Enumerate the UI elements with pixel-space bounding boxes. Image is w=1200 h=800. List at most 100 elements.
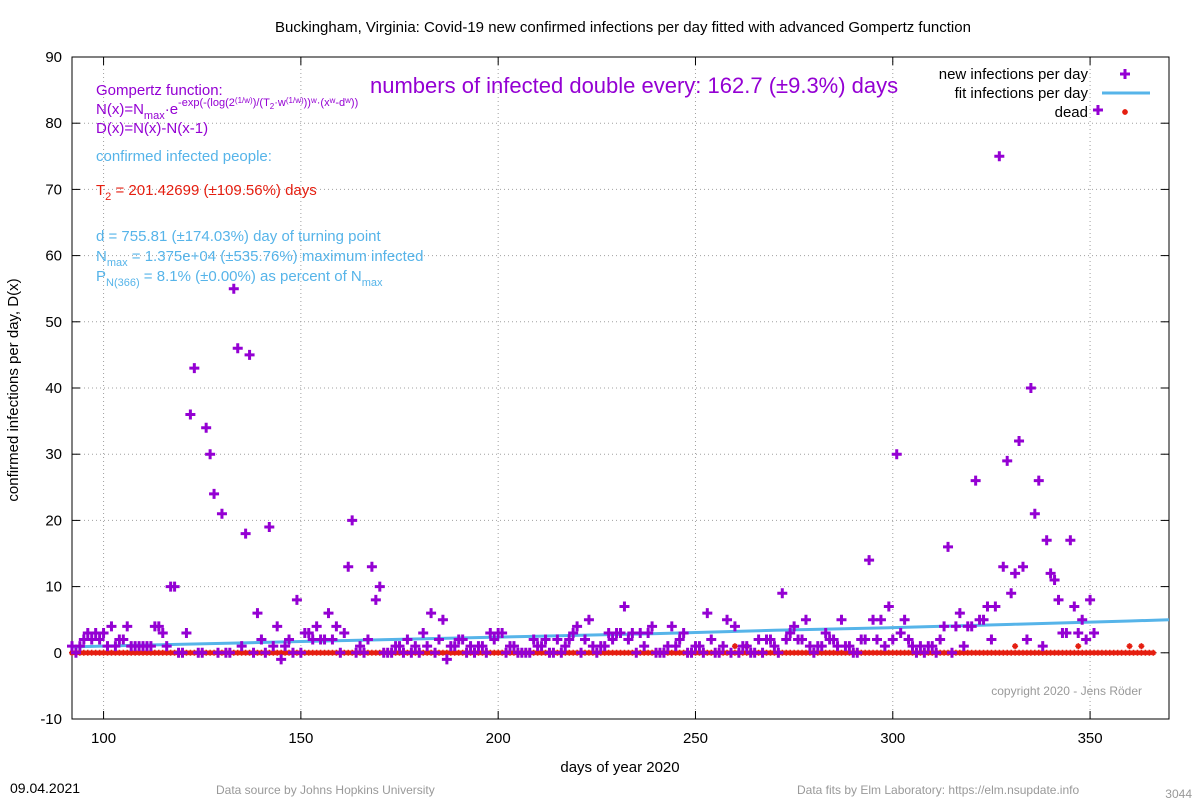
dead-point <box>1071 649 1078 656</box>
y-tick-label: -10 <box>40 711 62 728</box>
footer-fits: Data fits by Elm Laboratory: https://elm… <box>797 783 1079 797</box>
dead-point <box>787 649 794 656</box>
dead-point <box>1142 649 1149 656</box>
dead-point <box>881 649 888 656</box>
infection-point <box>777 588 788 599</box>
dead-point <box>372 649 379 656</box>
dead-point <box>783 649 790 656</box>
infection-point <box>579 634 590 645</box>
dead-point <box>1047 649 1054 656</box>
dead-point <box>1016 649 1023 656</box>
infection-point <box>1049 574 1060 585</box>
dead-point <box>140 649 147 656</box>
infection-point <box>118 634 129 645</box>
infection-point <box>970 475 981 486</box>
dead-point <box>1008 649 1015 656</box>
dead-point <box>538 649 545 656</box>
copyright: copyright 2020 - Jens Röder <box>991 684 1142 698</box>
d-annotation: d = 755.81 (±174.03%) day of turning poi… <box>96 228 382 245</box>
dead-point <box>1075 649 1082 656</box>
infection-point <box>694 641 705 652</box>
infection-point <box>887 634 898 645</box>
infection-point <box>430 647 441 658</box>
infection-point <box>209 488 220 499</box>
x-tick-label: 350 <box>1078 730 1103 747</box>
dead-point <box>866 649 873 656</box>
infection-point <box>295 647 306 658</box>
dead-point <box>672 649 679 656</box>
infection-point <box>560 641 571 652</box>
dead-point <box>992 649 999 656</box>
infection-point <box>599 641 610 652</box>
infection-point <box>540 634 551 645</box>
dead-point <box>621 649 628 656</box>
infection-point <box>714 647 725 658</box>
dead-point <box>305 649 312 656</box>
infection-point <box>98 627 109 638</box>
dead-point <box>976 649 983 656</box>
dead-point <box>96 649 103 656</box>
infection-point <box>733 647 744 658</box>
infection-point <box>820 627 831 638</box>
infection-point <box>765 634 776 645</box>
infection-point <box>615 627 626 638</box>
infection-point <box>1073 627 1084 638</box>
dead-point <box>996 649 1003 656</box>
dead-point <box>822 649 829 656</box>
infection-point <box>678 627 689 638</box>
infection-point <box>303 627 314 638</box>
infection-point <box>1014 435 1025 446</box>
infection-point <box>256 634 267 645</box>
dead-point <box>1126 643 1133 650</box>
doubling-annotation: numbers of infected double every: 162.7 … <box>370 73 898 98</box>
dead-point <box>207 649 214 656</box>
infection-point <box>508 641 519 652</box>
dead-point <box>368 649 375 656</box>
infection-point <box>852 647 863 658</box>
annotation-block: Gompertz function: N(x)=Nmax·e-exp(-(log… <box>96 73 1142 698</box>
dead-point <box>1146 649 1153 656</box>
infection-point <box>568 627 579 638</box>
dead-point <box>100 649 107 656</box>
dead-point <box>124 649 131 656</box>
dead-point <box>112 649 119 656</box>
dead-point <box>1087 649 1094 656</box>
dead-point <box>984 649 991 656</box>
dead-point <box>187 649 194 656</box>
dead-point <box>1067 649 1074 656</box>
infection-point <box>1069 601 1080 612</box>
infection-point <box>437 614 448 625</box>
infection-point <box>528 634 539 645</box>
dead-point <box>802 649 809 656</box>
dead-point <box>1043 649 1050 656</box>
infection-point <box>836 614 847 625</box>
infection-point <box>248 647 259 658</box>
dead-point <box>617 649 624 656</box>
infection-point <box>773 647 784 658</box>
infection-point <box>919 647 930 658</box>
dead-point <box>329 649 336 656</box>
infection-point <box>572 621 583 632</box>
dead-point <box>317 649 324 656</box>
dead-point <box>1012 649 1019 656</box>
dead-point <box>84 649 91 656</box>
infection-point <box>232 343 243 354</box>
infection-point <box>153 621 164 632</box>
dead-point <box>897 649 904 656</box>
infection-point <box>950 621 961 632</box>
infection-point <box>871 634 882 645</box>
dead-point <box>960 649 967 656</box>
dead-point <box>534 649 541 656</box>
dead-point <box>274 649 281 656</box>
infection-point <box>94 634 105 645</box>
infection-point <box>986 634 997 645</box>
dead-point <box>870 649 877 656</box>
infection-point <box>110 641 121 652</box>
dead-point <box>980 649 987 656</box>
formula-n: N(x)=Nmax·e-exp(-(log(2(1/w))/(T2·w(1/w)… <box>96 96 358 122</box>
dead-point <box>1102 649 1109 656</box>
dead-point <box>155 649 162 656</box>
infection-point <box>718 641 729 652</box>
infection-point <box>252 608 263 619</box>
infection-point <box>418 627 429 638</box>
